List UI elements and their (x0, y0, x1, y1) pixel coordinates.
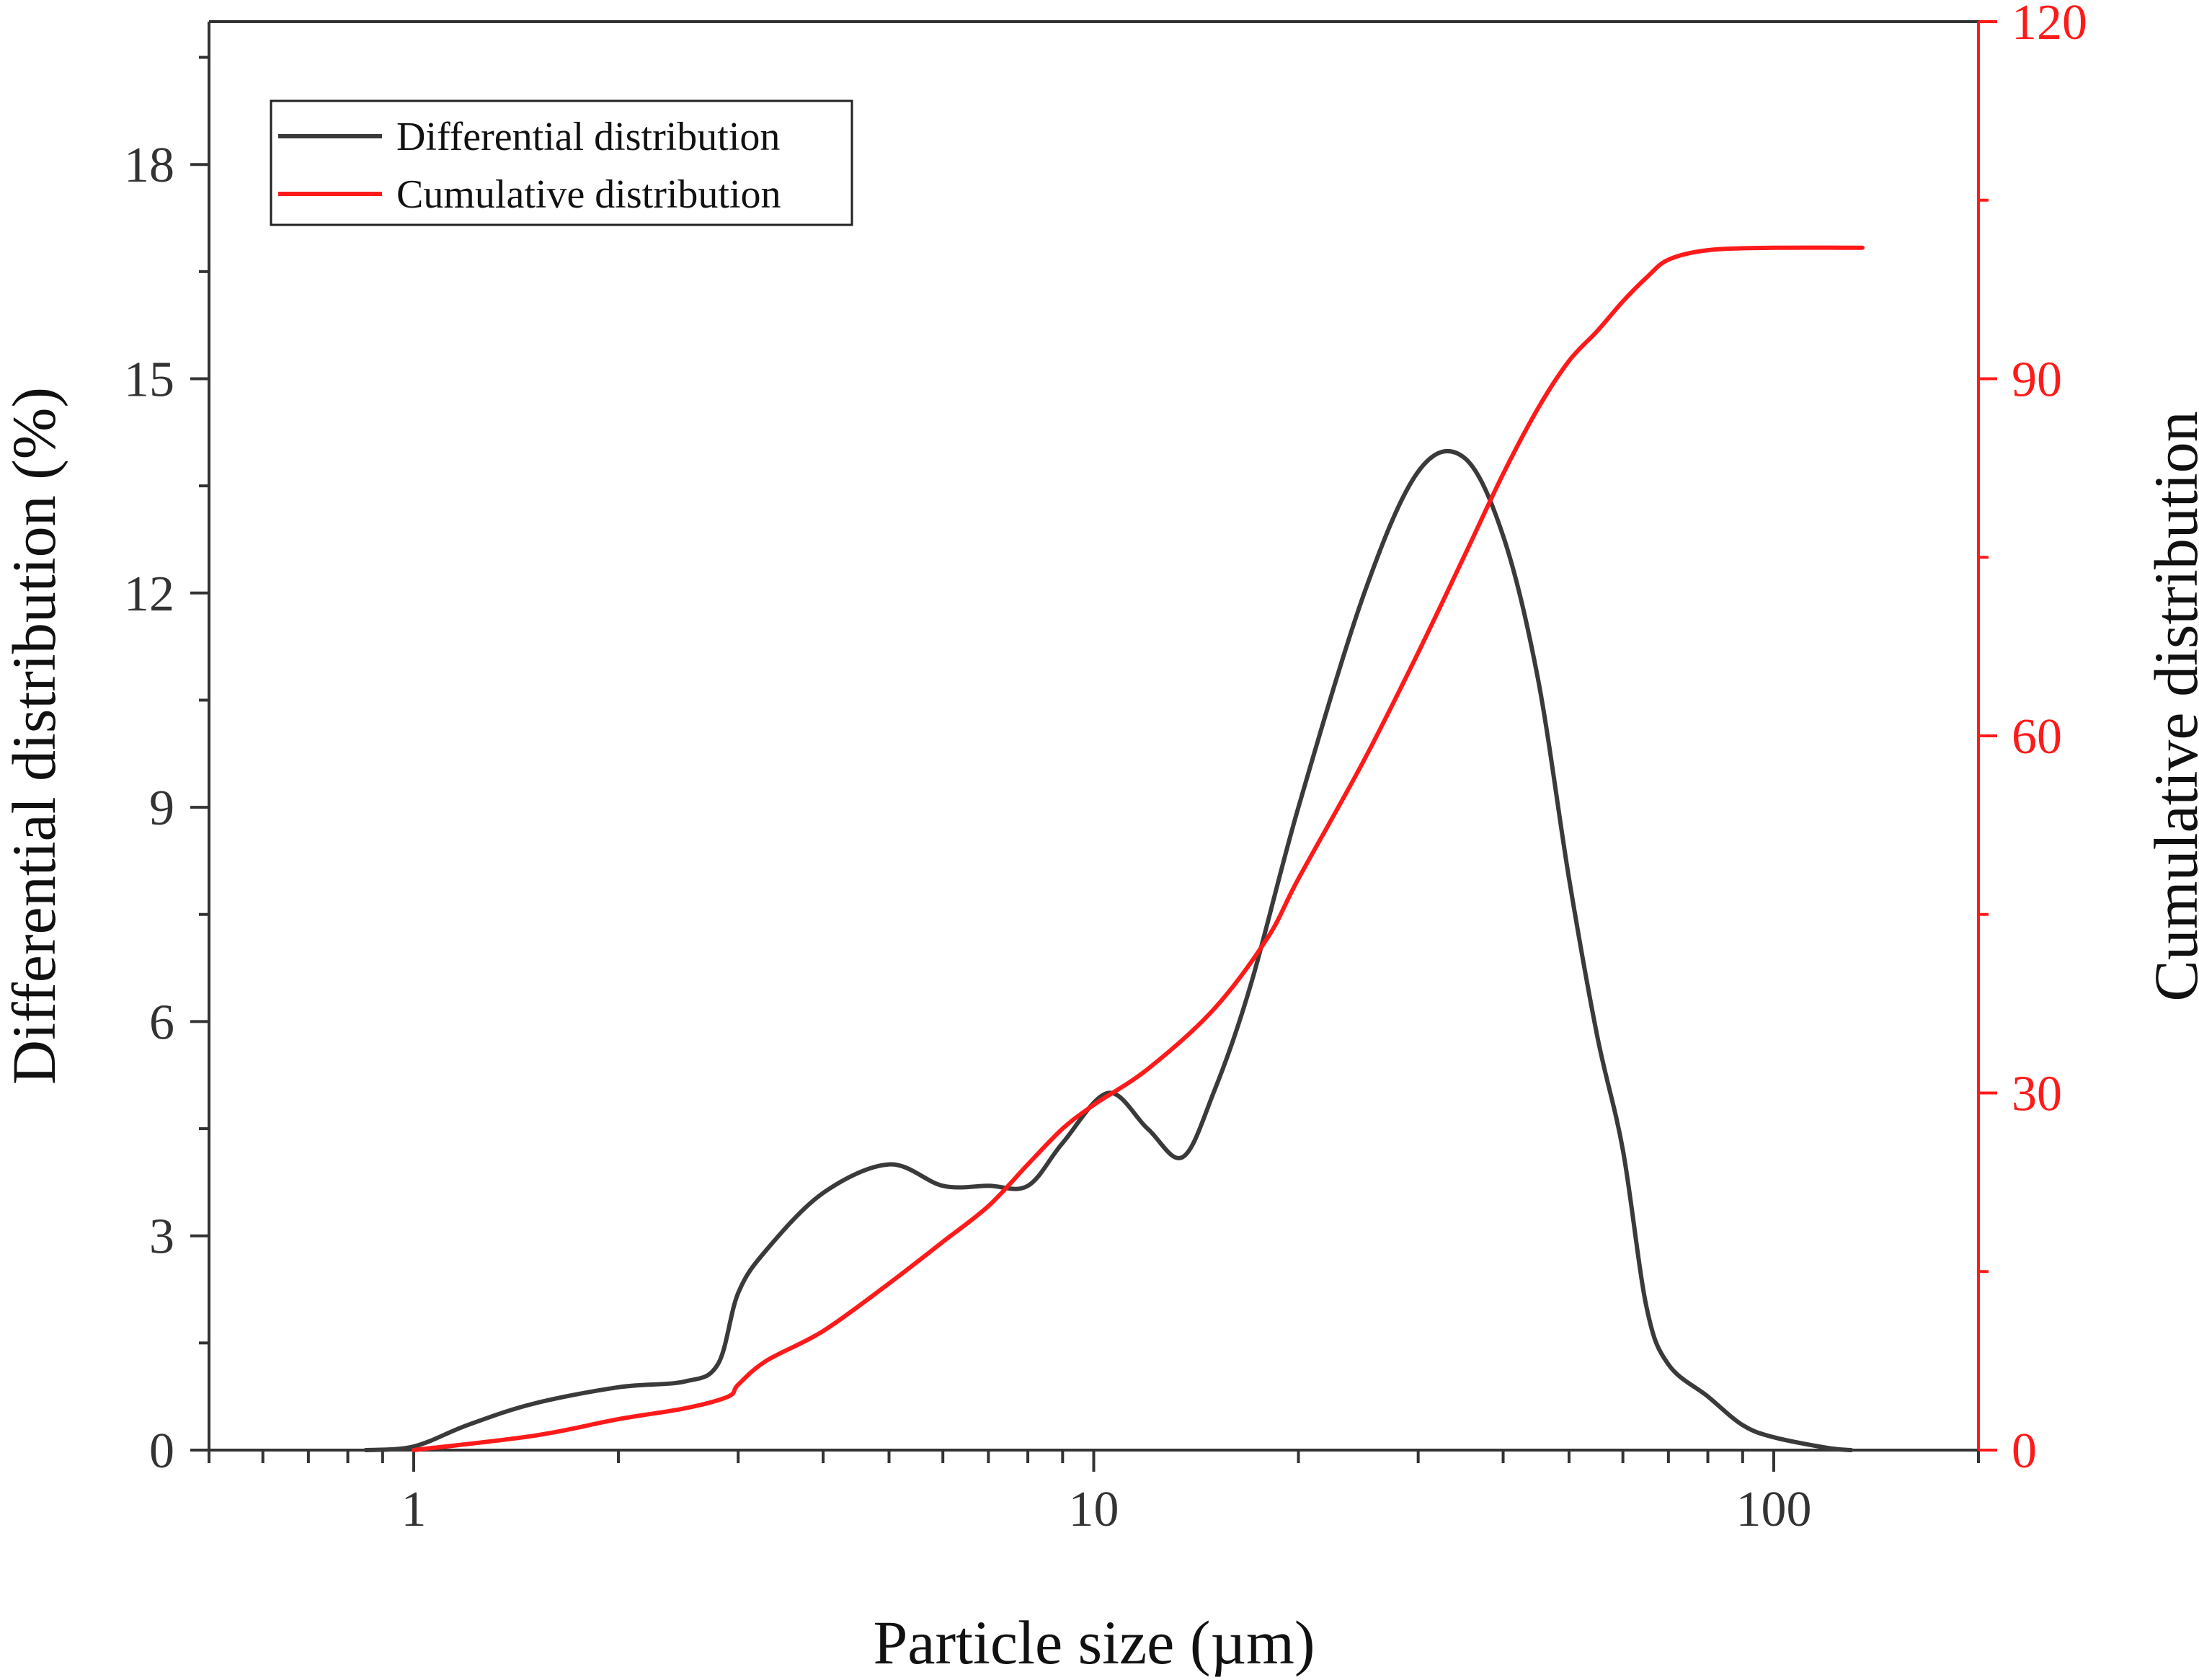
x-axis-ticks: 1 10 100 (208, 1450, 1980, 1537)
right-y-axis-title: Cumulative distribution (2141, 411, 2199, 1001)
y-tick-label: 6 (149, 995, 174, 1050)
x-tick-label: 10 (1069, 1482, 1119, 1537)
y-tick-label: 12 (124, 566, 174, 622)
y-tick-label: 18 (124, 138, 174, 193)
right-y-tick-label: 0 (2012, 1423, 2037, 1479)
legend-label-cumulative: Cumulative distribution (396, 172, 781, 217)
x-axis-title: Particle size (µm) (873, 1608, 1315, 1677)
x-tick-label: 100 (1736, 1482, 1811, 1537)
legend-box (270, 99, 853, 226)
series-line-differential (363, 448, 1854, 1452)
x-tick-label: 1 (401, 1482, 427, 1537)
right-y-tick-label: 60 (2012, 709, 2062, 765)
legend: Differential distribution Cumulative dis… (270, 99, 853, 226)
right-y-axis-ticks: 0 30 60 90 120 (1978, 0, 2087, 1479)
y-axis-title: Differential distribution (%) (0, 387, 68, 1085)
right-y-tick-label: 30 (2012, 1067, 2062, 1122)
y-tick-label: 9 (149, 781, 174, 836)
series-line-cumulative (412, 245, 1865, 1452)
series-layer (363, 245, 1865, 1452)
right-y-tick-label: 90 (2012, 352, 2062, 408)
y-tick-label: 0 (149, 1423, 174, 1479)
y-tick-label: 3 (149, 1209, 174, 1265)
legend-label-differential: Differential distribution (396, 115, 780, 159)
y-axis-ticks: 0 3 6 9 12 15 18 (124, 55, 209, 1479)
y-tick-label: 15 (124, 352, 174, 408)
right-y-tick-label: 120 (2012, 0, 2087, 50)
